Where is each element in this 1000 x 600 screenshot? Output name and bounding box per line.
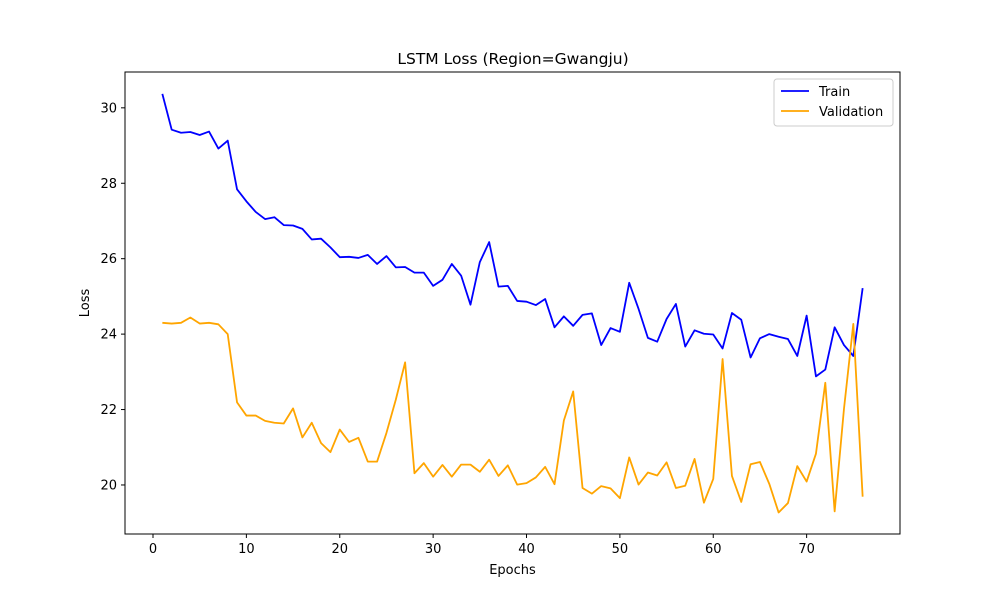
x-tick-label: 70 [798,542,815,557]
x-axis-label: Epochs [489,563,536,578]
chart-title: LSTM Loss (Region=Gwangju) [397,50,628,68]
legend-label-validation: Validation [819,105,883,120]
y-tick-label: 22 [100,403,117,418]
x-tick-label: 50 [612,542,629,557]
x-tick-label: 60 [705,542,722,557]
legend-label-train: Train [818,85,850,100]
legend: Train Validation [773,78,894,127]
plot-area [125,72,900,534]
y-tick-label: 30 [100,101,117,116]
x-tick-label: 10 [238,542,255,557]
y-tick-label: 20 [100,478,117,493]
y-tick-label: 28 [100,177,117,192]
x-tick-label: 20 [331,542,348,557]
y-tick-label: 24 [100,328,117,343]
x-tick-label: 30 [425,542,442,557]
series-line-train [161,93,864,378]
plot-frame [124,71,901,535]
y-axis-label: Loss [78,289,93,318]
series-layer [161,93,864,514]
y-tick-label: 26 [100,252,117,267]
x-tick-label: 0 [149,542,157,557]
x-tick-label: 40 [518,542,535,557]
axes-layer: 0 10 20 30 40 50 60 70 20 22 24 26 28 30 [100,101,814,557]
series-line-validation [162,316,864,514]
